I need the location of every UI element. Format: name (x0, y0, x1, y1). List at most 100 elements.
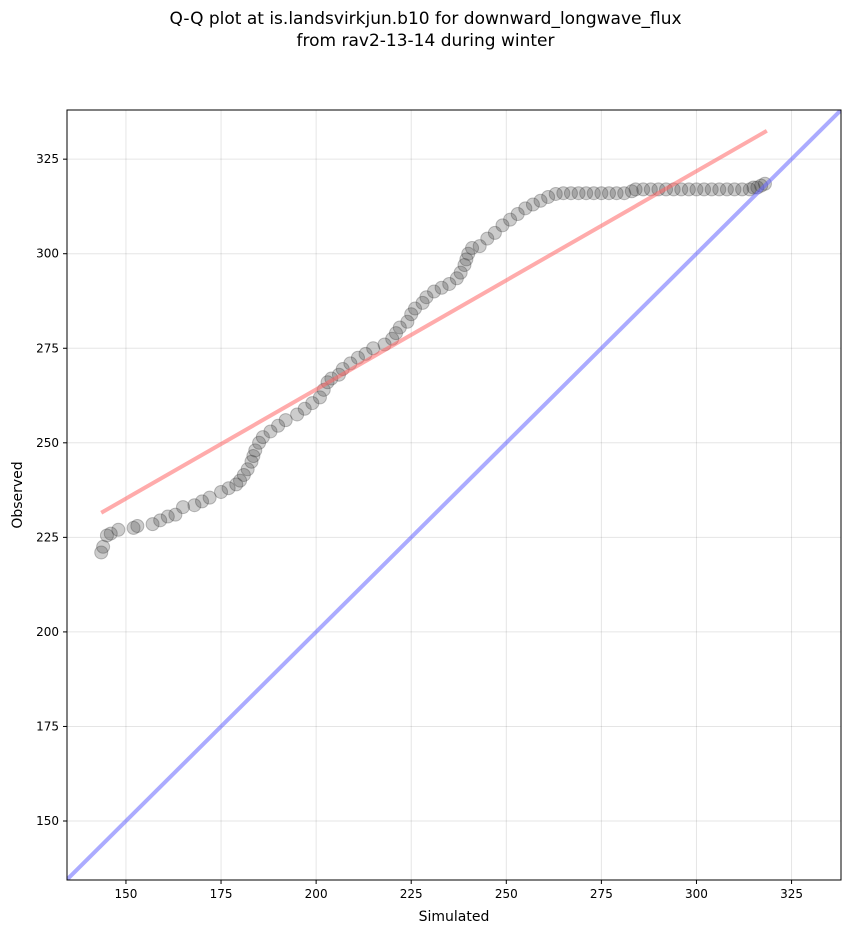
data-point (624, 184, 639, 199)
data-point (202, 490, 217, 505)
data-points (94, 176, 772, 560)
data-point (480, 231, 495, 246)
data-point (689, 182, 704, 197)
data-point (312, 390, 327, 405)
data-point (697, 182, 712, 197)
data-point (103, 526, 118, 541)
data-point (518, 201, 533, 216)
data-point (255, 430, 270, 445)
data-point (236, 467, 251, 482)
data-point (214, 484, 229, 499)
data-point (533, 193, 548, 208)
data-point (111, 522, 126, 537)
fit-line (100, 129, 768, 515)
data-point (735, 182, 750, 197)
data-point (442, 276, 457, 291)
gridlines (67, 110, 841, 880)
chart-title-line2: from rav2-13-14 during winter (296, 31, 555, 51)
x-tick-label: 225 (400, 887, 423, 901)
data-point (742, 182, 757, 197)
data-point (271, 418, 286, 433)
data-point (388, 326, 403, 341)
x-tick-label: 300 (685, 887, 708, 901)
data-point (727, 182, 742, 197)
data-point (681, 182, 696, 197)
y-tick-label: 300 (36, 247, 59, 261)
data-point (503, 212, 518, 227)
x-tick-label: 325 (780, 887, 803, 901)
data-point (240, 462, 255, 477)
data-point (244, 454, 259, 469)
data-point (457, 258, 472, 273)
data-point (248, 443, 263, 458)
data-point (563, 186, 578, 201)
data-point (459, 252, 474, 267)
x-tick-label: 250 (495, 887, 518, 901)
data-point (419, 290, 434, 305)
data-point (400, 314, 415, 329)
identity-line (67, 110, 841, 880)
data-point (126, 520, 141, 535)
data-point (246, 449, 261, 464)
data-point (99, 528, 114, 543)
x-tick-label: 200 (305, 887, 328, 901)
data-point (233, 473, 248, 488)
data-point (487, 225, 502, 240)
y-tick-label: 150 (36, 814, 59, 828)
data-point (427, 284, 442, 299)
data-point (176, 500, 191, 515)
data-point (601, 186, 616, 201)
data-point (153, 513, 168, 528)
data-point (461, 246, 476, 261)
data-point (510, 207, 525, 222)
data-point (449, 271, 464, 286)
data-point (305, 396, 320, 411)
data-point (130, 519, 145, 534)
x-tick-label: 175 (210, 887, 233, 901)
data-point (472, 239, 487, 254)
data-point (548, 186, 563, 201)
data-point (229, 477, 244, 492)
x-tick-label: 275 (590, 887, 613, 901)
data-point (195, 494, 210, 509)
data-point (408, 301, 423, 316)
y-tick-label: 275 (36, 341, 59, 355)
x-axis-label: Simulated (419, 909, 490, 925)
data-point (96, 539, 111, 554)
x-tick-label: 150 (115, 887, 138, 901)
data-point (594, 186, 609, 201)
data-point (746, 180, 761, 195)
chart-title: Q-Q plot at is.landsvirkjun.b10 for down… (0, 8, 851, 52)
chart-title-line1: Q-Q plot at is.landsvirkjun.b10 for down… (169, 9, 682, 29)
data-point (278, 413, 293, 428)
plot-frame (66, 109, 842, 881)
data-point (404, 307, 419, 322)
data-point (187, 498, 202, 513)
data-point (674, 182, 689, 197)
data-point (586, 186, 601, 201)
data-point (556, 186, 571, 201)
data-point (704, 182, 719, 197)
data-point (145, 517, 160, 532)
data-point (495, 218, 510, 233)
data-point (617, 186, 632, 201)
data-point (609, 186, 624, 201)
data-point (290, 407, 305, 422)
data-point (160, 509, 175, 524)
data-point (453, 265, 468, 280)
axis-ticks: 150 175 200 225 250 275 300 325 150 175 200 225 250 2… (36, 152, 803, 901)
data-point (541, 189, 556, 204)
reference-lines (67, 110, 841, 880)
y-axis-label: Observed (10, 461, 26, 528)
y-tick-label: 250 (36, 436, 59, 450)
data-point (297, 401, 312, 416)
y-tick-label: 200 (36, 625, 59, 639)
y-tick-label: 175 (36, 719, 59, 733)
y-tick-label: 225 (36, 530, 59, 544)
data-point (525, 197, 540, 212)
y-tick-label: 325 (36, 152, 59, 166)
data-point (221, 481, 236, 496)
data-point (94, 545, 109, 560)
data-point (571, 186, 586, 201)
